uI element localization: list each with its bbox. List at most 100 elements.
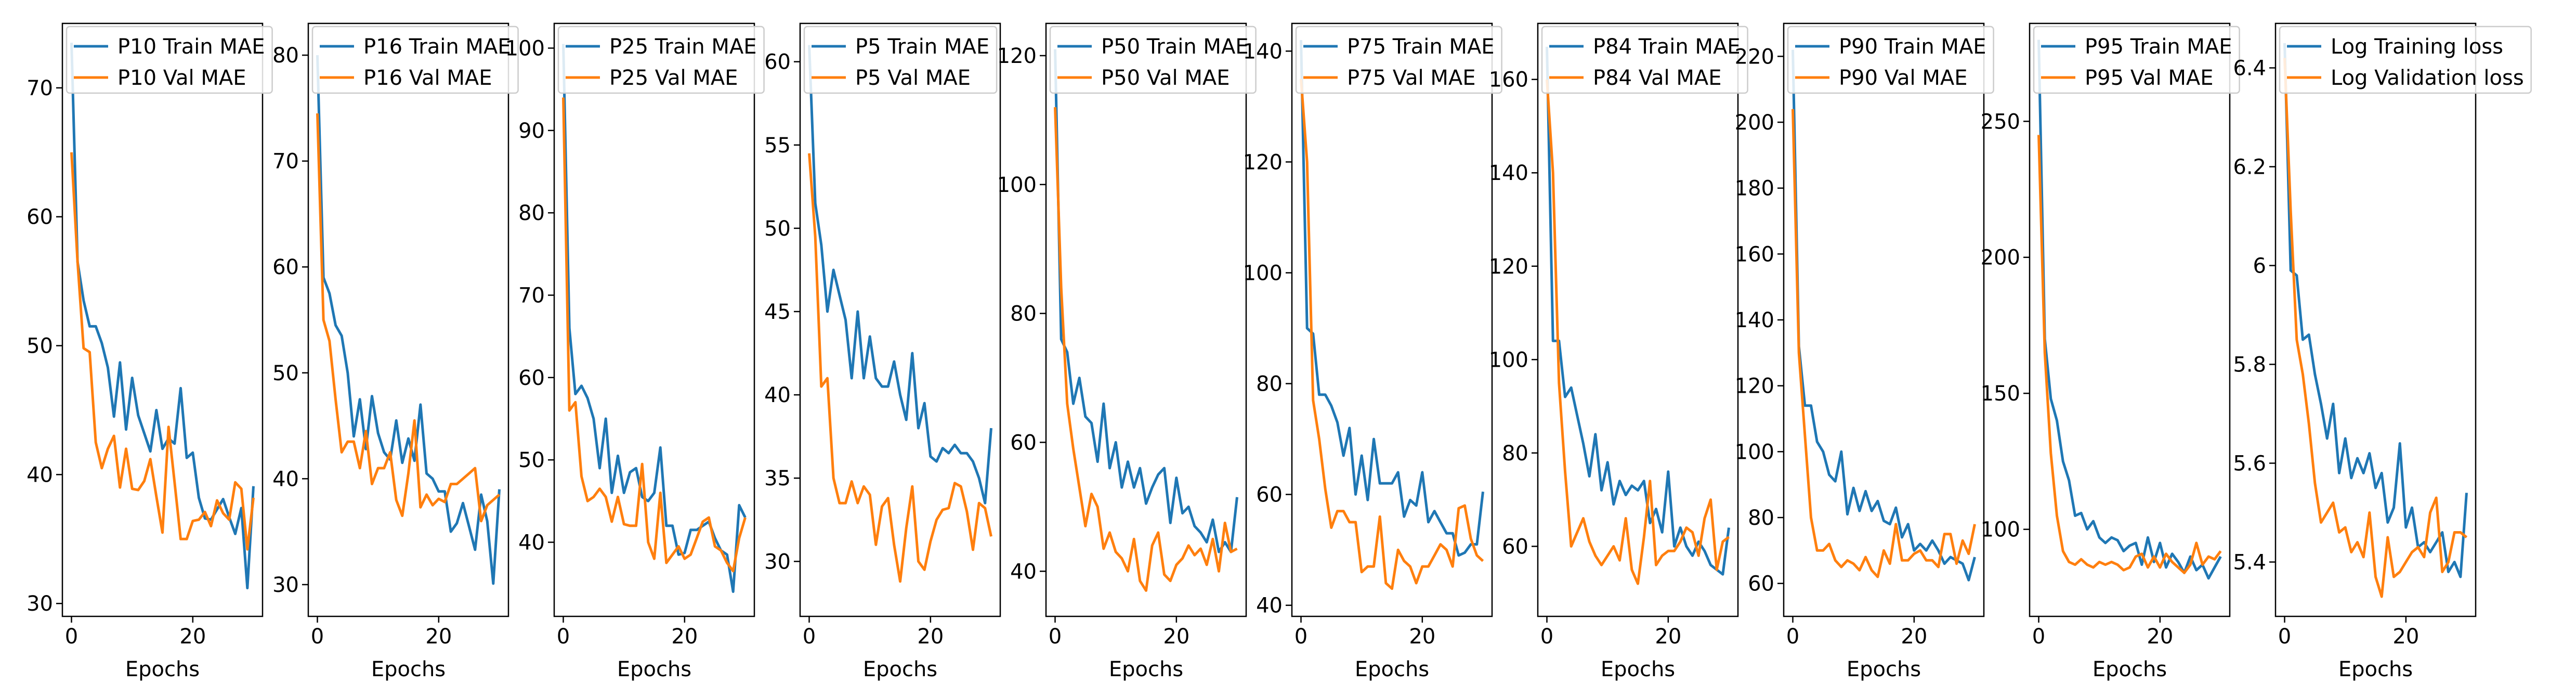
y-tick-label: 180 (1735, 177, 1774, 201)
y-tick-label: 80 (1502, 442, 1528, 466)
legend-label: P5 Train MAE (855, 35, 989, 59)
y-tick-label: 70 (27, 76, 53, 100)
x-tick-label: 20 (1655, 625, 1681, 649)
y-tick-label: 140 (1243, 40, 1283, 63)
y-tick-label: 50 (764, 217, 791, 241)
legend-label: P10 Val MAE (117, 66, 246, 90)
x-tick-label: 0 (2278, 625, 2291, 649)
y-tick-label: 140 (1489, 161, 1528, 185)
legend-label: P95 Val MAE (2085, 66, 2213, 90)
y-tick-label: 70 (518, 284, 545, 308)
subplot-8: 0 20 60 80 100 120 140 160 180 200 220 Epochs P90 Tr… (1735, 22, 1994, 681)
series-line-train (808, 45, 992, 505)
series-line-val (2037, 135, 2222, 574)
series-line-val (1792, 109, 1976, 578)
x-axis-label: Epochs (1355, 657, 1429, 681)
legend-label: P16 Val MAE (363, 66, 492, 90)
series-line-val (562, 97, 747, 573)
y-tick-label: 60 (764, 50, 791, 74)
y-tick-label: 150 (1981, 382, 2020, 406)
x-tick-label: 0 (65, 625, 78, 649)
x-axis-label: Epochs (371, 657, 446, 681)
legend-label: P50 Val MAE (1101, 66, 1230, 90)
legend-box (1295, 25, 1502, 94)
subplot-5: 0 20 40 60 80 100 120 Epochs P50 Train MAE P50 Va… (997, 22, 1257, 681)
y-tick-label: 80 (1748, 506, 1774, 530)
x-axis-label: Epochs (1847, 657, 1921, 681)
legend-box (66, 25, 273, 94)
y-tick-label: 90 (518, 119, 545, 143)
subplot-1: 0 20 30 40 50 60 70 Epochs P10 Train MAE P10 Val … (27, 22, 273, 681)
y-tick-label: 40 (1010, 560, 1037, 584)
legend-label: Log Validation loss (2331, 66, 2524, 90)
legend-label: P75 Train MAE (1347, 35, 1495, 59)
y-tick-label: 100 (997, 173, 1037, 197)
y-tick-label: 100 (1489, 348, 1528, 372)
series-line-train (316, 55, 501, 585)
series-line-val (316, 113, 501, 523)
x-axis-label: Epochs (1109, 657, 1183, 681)
y-tick-label: 30 (272, 573, 299, 597)
x-tick-label: 0 (2032, 625, 2045, 649)
legend: Log Training loss Log Validation loss (2279, 25, 2532, 94)
x-tick-label: 20 (2147, 625, 2173, 649)
series-line-val (2283, 58, 2468, 598)
y-tick-label: 160 (1735, 242, 1774, 266)
y-tick-label: 80 (518, 201, 545, 225)
x-tick-label: 0 (1540, 625, 1553, 649)
y-tick-label: 60 (518, 366, 545, 390)
subplot-2: 0 20 30 40 50 60 70 80 Epochs P16 Train MAE P16 Va… (272, 22, 519, 681)
axes-frame (61, 22, 264, 617)
legend-label: P75 Val MAE (1347, 66, 1475, 90)
series-line-train (2037, 40, 2222, 580)
y-tick-label: 220 (1735, 45, 1774, 69)
y-tick-label: 30 (764, 550, 791, 574)
y-tick-label: 100 (1735, 440, 1774, 464)
y-tick-label: 55 (764, 134, 791, 158)
series-line-train (562, 44, 747, 593)
legend-box (1787, 25, 1994, 94)
legend-label: P95 Train MAE (2085, 35, 2232, 59)
legend-label: P50 Train MAE (1101, 35, 1249, 59)
y-tick-label: 40 (764, 383, 791, 407)
y-tick-label: 60 (1256, 483, 1283, 507)
y-tick-label: 50 (272, 362, 299, 385)
y-tick-label: 60 (272, 255, 299, 279)
y-tick-label: 40 (518, 531, 545, 555)
legend-label: P5 Val MAE (855, 66, 971, 90)
legend-box (557, 25, 765, 94)
x-tick-label: 20 (1163, 625, 1189, 649)
y-tick-label: 120 (1735, 375, 1774, 398)
y-tick-label: 80 (272, 44, 299, 68)
legend: P5 Train MAE P5 Val MAE (803, 25, 998, 94)
legend-box (1049, 25, 1257, 94)
series-line-train (1300, 40, 1484, 557)
y-tick-label: 50 (518, 448, 545, 472)
y-tick-label: 60 (27, 205, 53, 229)
axes-frame (2029, 22, 2231, 617)
x-tick-label: 20 (1901, 625, 1927, 649)
legend-box (803, 25, 998, 94)
series-line-val (1546, 79, 1730, 585)
legend: P50 Train MAE P50 Val MAE (1049, 25, 1257, 94)
y-tick-label: 200 (1735, 111, 1774, 135)
y-tick-label: 35 (764, 467, 791, 491)
legend: P90 Train MAE P90 Val MAE (1787, 25, 1994, 94)
y-tick-label: 45 (764, 300, 791, 324)
x-axis-label: Epochs (617, 657, 691, 681)
series-line-val (70, 152, 255, 551)
x-tick-label: 0 (1294, 625, 1307, 649)
y-tick-label: 120 (997, 44, 1037, 68)
series-line-train (1546, 46, 1730, 576)
y-tick-label: 100 (505, 37, 545, 61)
x-tick-label: 20 (917, 625, 944, 649)
series-line-val (1054, 107, 1238, 592)
y-tick-label: 5.6 (2233, 452, 2266, 476)
legend: P84 Train MAE P84 Val MAE (1541, 25, 1748, 94)
axes-frame (1045, 22, 1247, 617)
axes-frame (799, 22, 1001, 617)
axes-frame (2274, 22, 2477, 617)
